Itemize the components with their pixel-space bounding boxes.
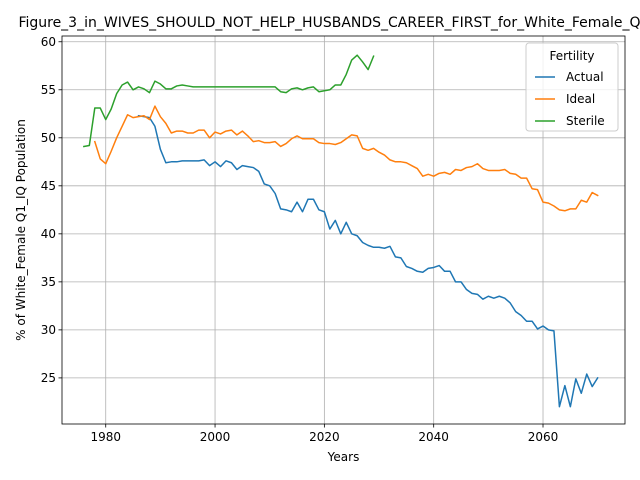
series-line-ideal bbox=[93, 105, 599, 212]
legend: Fertility Actual Ideal Sterile bbox=[525, 42, 619, 132]
legend-title: Fertility bbox=[549, 49, 594, 63]
x-tick-label: 1980 bbox=[90, 430, 121, 444]
x-tick-label: 2000 bbox=[200, 430, 231, 444]
series-layer bbox=[82, 54, 599, 408]
y-tick-label: 50 bbox=[41, 131, 56, 145]
legend-label-ideal: Ideal bbox=[566, 92, 595, 106]
x-axis: 1980 2000 2020 2040 2060 bbox=[90, 424, 558, 444]
y-tick-label: 60 bbox=[41, 35, 56, 49]
series-line-sterile bbox=[82, 54, 375, 148]
legend-label-actual: Actual bbox=[566, 70, 604, 84]
series-line-actual bbox=[137, 114, 599, 408]
plot-frame bbox=[61, 35, 626, 425]
x-tick-label: 2060 bbox=[528, 430, 559, 444]
legend-label-sterile: Sterile bbox=[566, 114, 605, 128]
x-tick-label: 2040 bbox=[418, 430, 449, 444]
y-axis-label: % of White_Female Q1_IQ Population bbox=[14, 119, 28, 341]
x-axis-label: Years bbox=[327, 450, 360, 464]
y-tick-label: 25 bbox=[41, 371, 56, 385]
y-tick-label: 35 bbox=[41, 275, 56, 289]
chart-title: Figure_3_in_WIVES_SHOULD_NOT_HELP_HUSBAN… bbox=[18, 15, 640, 31]
y-tick-label: 40 bbox=[41, 227, 56, 241]
legend-box bbox=[525, 42, 619, 132]
y-tick-label: 55 bbox=[41, 83, 56, 97]
y-axis: 25 30 35 40 45 50 55 60 bbox=[41, 35, 62, 385]
y-tick-label: 45 bbox=[41, 179, 56, 193]
y-tick-label: 30 bbox=[41, 323, 56, 337]
x-tick-label: 2020 bbox=[309, 430, 340, 444]
